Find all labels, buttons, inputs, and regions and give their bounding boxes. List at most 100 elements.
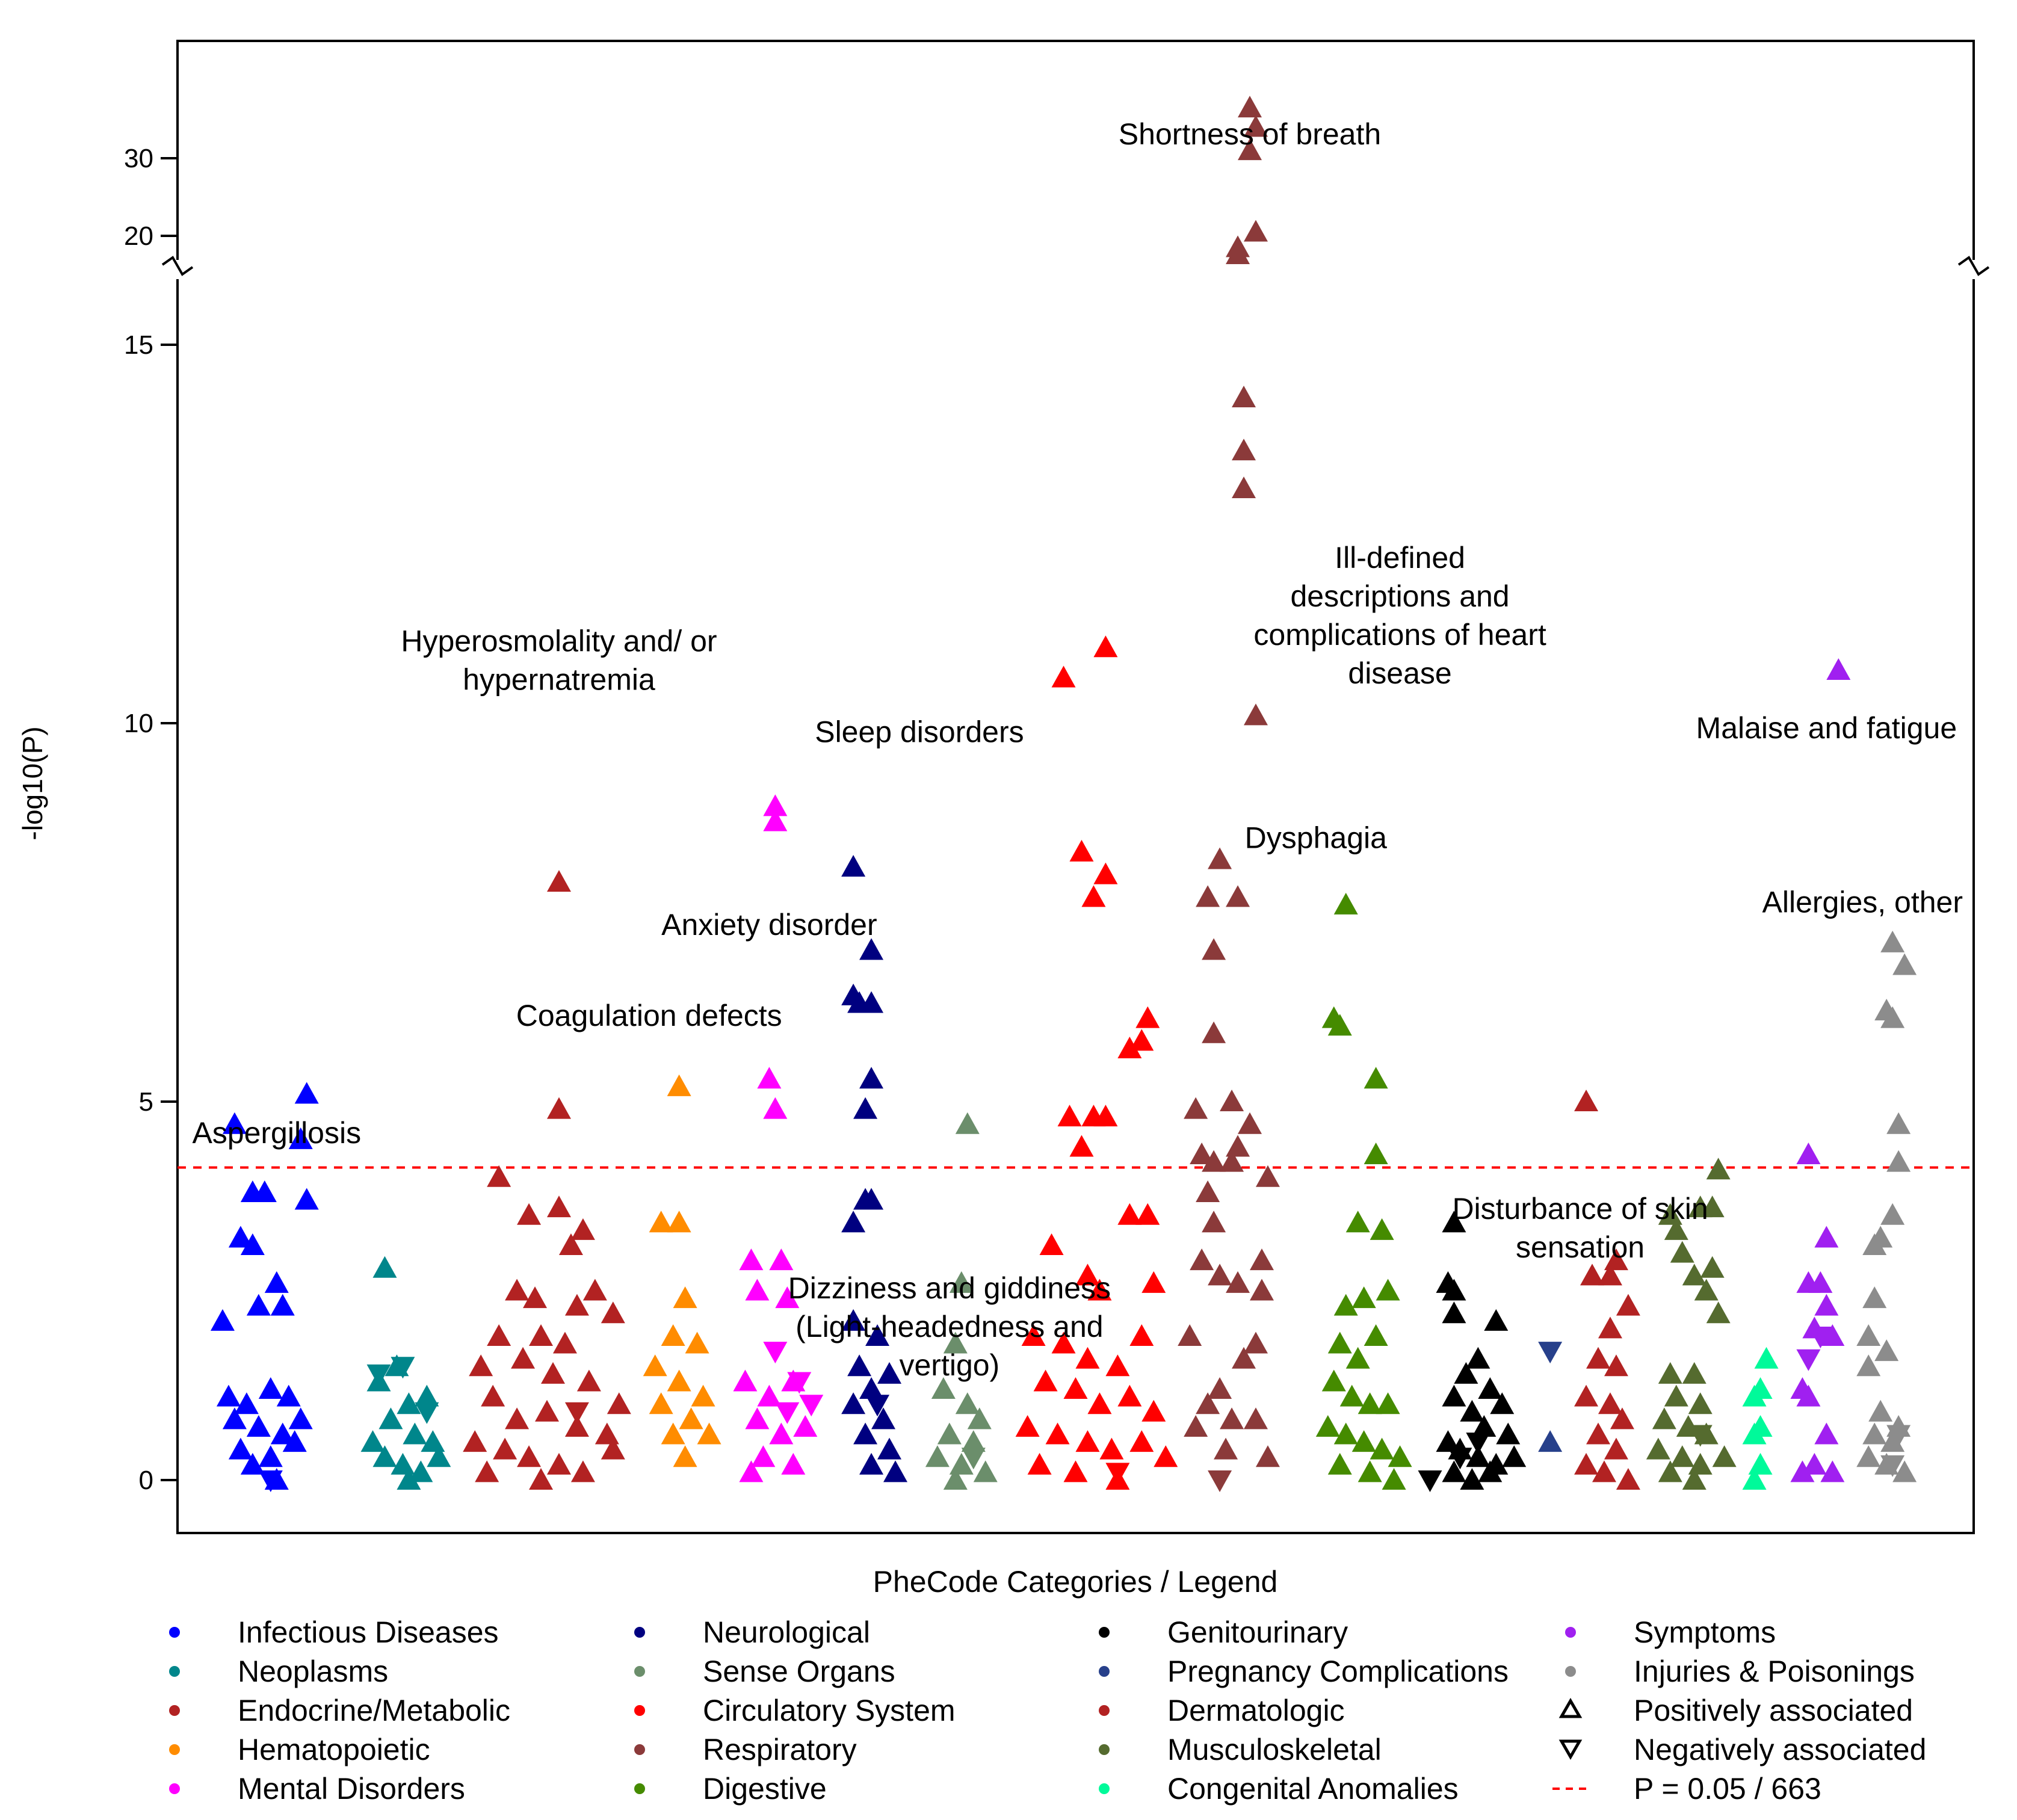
- annotation-line: Anxiety disorder: [661, 908, 877, 942]
- point-positive: [222, 1112, 247, 1134]
- point-positive: [871, 1407, 896, 1430]
- point-positive: [931, 1377, 956, 1399]
- point-positive: [294, 1082, 319, 1104]
- point-positive: [1502, 1445, 1527, 1467]
- point-positive: [1742, 1422, 1767, 1445]
- point-positive: [1388, 1445, 1412, 1467]
- point-positive: [360, 1430, 385, 1452]
- point-negative: [763, 1342, 788, 1364]
- y-tick-label: 10: [124, 709, 153, 738]
- point-positive: [1351, 1430, 1376, 1452]
- point-positive: [1814, 1422, 1839, 1445]
- point-positive: [1868, 1399, 1893, 1422]
- legend-label: Positively associated: [1634, 1694, 1913, 1727]
- point-positive: [781, 1452, 806, 1475]
- point-positive: [841, 1309, 866, 1331]
- legend-swatch: [1099, 1627, 1110, 1638]
- point-positive: [1069, 839, 1094, 862]
- point-positive: [1364, 1324, 1388, 1346]
- point-positive: [1802, 1452, 1827, 1475]
- point-positive: [649, 1392, 673, 1414]
- annotation-line: hypernatremia: [463, 662, 655, 696]
- point-positive: [883, 1460, 908, 1482]
- point-positive: [558, 1233, 583, 1256]
- annotation-label: Dysphagia: [1245, 821, 1387, 855]
- point-positive: [210, 1309, 235, 1331]
- point-positive: [1232, 1346, 1256, 1369]
- point-negative: [787, 1372, 812, 1394]
- point-positive: [546, 1452, 571, 1475]
- point-positive: [582, 1279, 607, 1301]
- legend-swatch: [1099, 1783, 1110, 1794]
- y-tick-label: 5: [139, 1087, 153, 1117]
- point-positive: [1051, 1331, 1076, 1354]
- point-negative: [1688, 1425, 1713, 1447]
- series-dermatologic: [1574, 1090, 1640, 1490]
- point-positive: [240, 1452, 265, 1475]
- point-positive: [955, 1112, 980, 1134]
- annotation-line: Malaise and fatigue: [1696, 711, 1957, 745]
- point-positive: [1604, 1437, 1628, 1460]
- point-positive: [1238, 138, 1262, 161]
- legend-swatch: [169, 1705, 180, 1716]
- point-positive: [1105, 1354, 1130, 1377]
- point-positive: [1442, 1279, 1466, 1301]
- series-mental-disorders: [733, 794, 824, 1482]
- point-positive: [1436, 1430, 1460, 1452]
- point-negative: [865, 1395, 890, 1417]
- point-positive: [1243, 115, 1268, 137]
- point-positive: [1658, 1362, 1682, 1384]
- point-negative: [1418, 1470, 1442, 1492]
- annotation-label: Disturbance of skin sensation: [1452, 1192, 1708, 1264]
- point-positive: [294, 1188, 319, 1210]
- plot-frame: [176, 40, 1975, 1534]
- point-positive: [1754, 1346, 1779, 1369]
- point-negative: [1538, 1342, 1563, 1364]
- point-positive: [1135, 1203, 1160, 1225]
- annotation-label: Coagulation defects: [516, 999, 782, 1032]
- point-positive: [1345, 1211, 1370, 1233]
- point-positive: [372, 1256, 397, 1278]
- point-positive: [1478, 1460, 1503, 1482]
- legend-label: Musculoskeletal: [1167, 1733, 1382, 1766]
- point-positive: [1129, 1029, 1154, 1051]
- point-positive: [1442, 1384, 1466, 1407]
- point-positive: [1376, 1392, 1400, 1414]
- point-positive: [505, 1407, 530, 1430]
- point-positive: [1075, 1263, 1100, 1286]
- point-positive: [216, 1384, 241, 1407]
- point-positive: [1616, 1468, 1640, 1490]
- legend-swatch: [1099, 1744, 1110, 1755]
- point-positive: [763, 809, 788, 831]
- point-positive: [397, 1468, 421, 1490]
- legend-title: PheCode Categories / Legend: [873, 1565, 1278, 1599]
- point-positive: [1226, 1135, 1250, 1157]
- point-positive: [967, 1407, 992, 1430]
- point-positive: [1358, 1392, 1382, 1414]
- point-positive: [1196, 1180, 1220, 1202]
- point-positive: [228, 1437, 253, 1460]
- point-positive: [943, 1468, 968, 1490]
- legend-label: P = 0.05 / 663: [1634, 1772, 1821, 1806]
- point-positive: [1208, 1377, 1232, 1399]
- point-positive: [570, 1460, 595, 1482]
- point-positive: [1880, 1203, 1905, 1225]
- point-positive: [1178, 1324, 1202, 1346]
- point-positive: [511, 1346, 536, 1369]
- legend-triangle-down-icon: [1558, 1739, 1583, 1760]
- point-positive: [222, 1407, 247, 1430]
- point-positive: [763, 794, 788, 816]
- point-positive: [1712, 1445, 1737, 1467]
- point-positive: [859, 1452, 884, 1475]
- point-positive: [1856, 1324, 1881, 1346]
- series-musculoskeletal: [1646, 1158, 1737, 1490]
- annotation-line: Ill-defined: [1335, 541, 1465, 575]
- annotation-label: Sleep disorders: [815, 715, 1024, 748]
- point-positive: [841, 1392, 866, 1414]
- point-positive: [546, 870, 571, 892]
- point-positive: [745, 1407, 770, 1430]
- point-positive: [1856, 1354, 1881, 1377]
- point-positive: [673, 1445, 697, 1467]
- legend-label: Infectious Diseases: [238, 1615, 499, 1649]
- point-positive: [667, 1074, 691, 1096]
